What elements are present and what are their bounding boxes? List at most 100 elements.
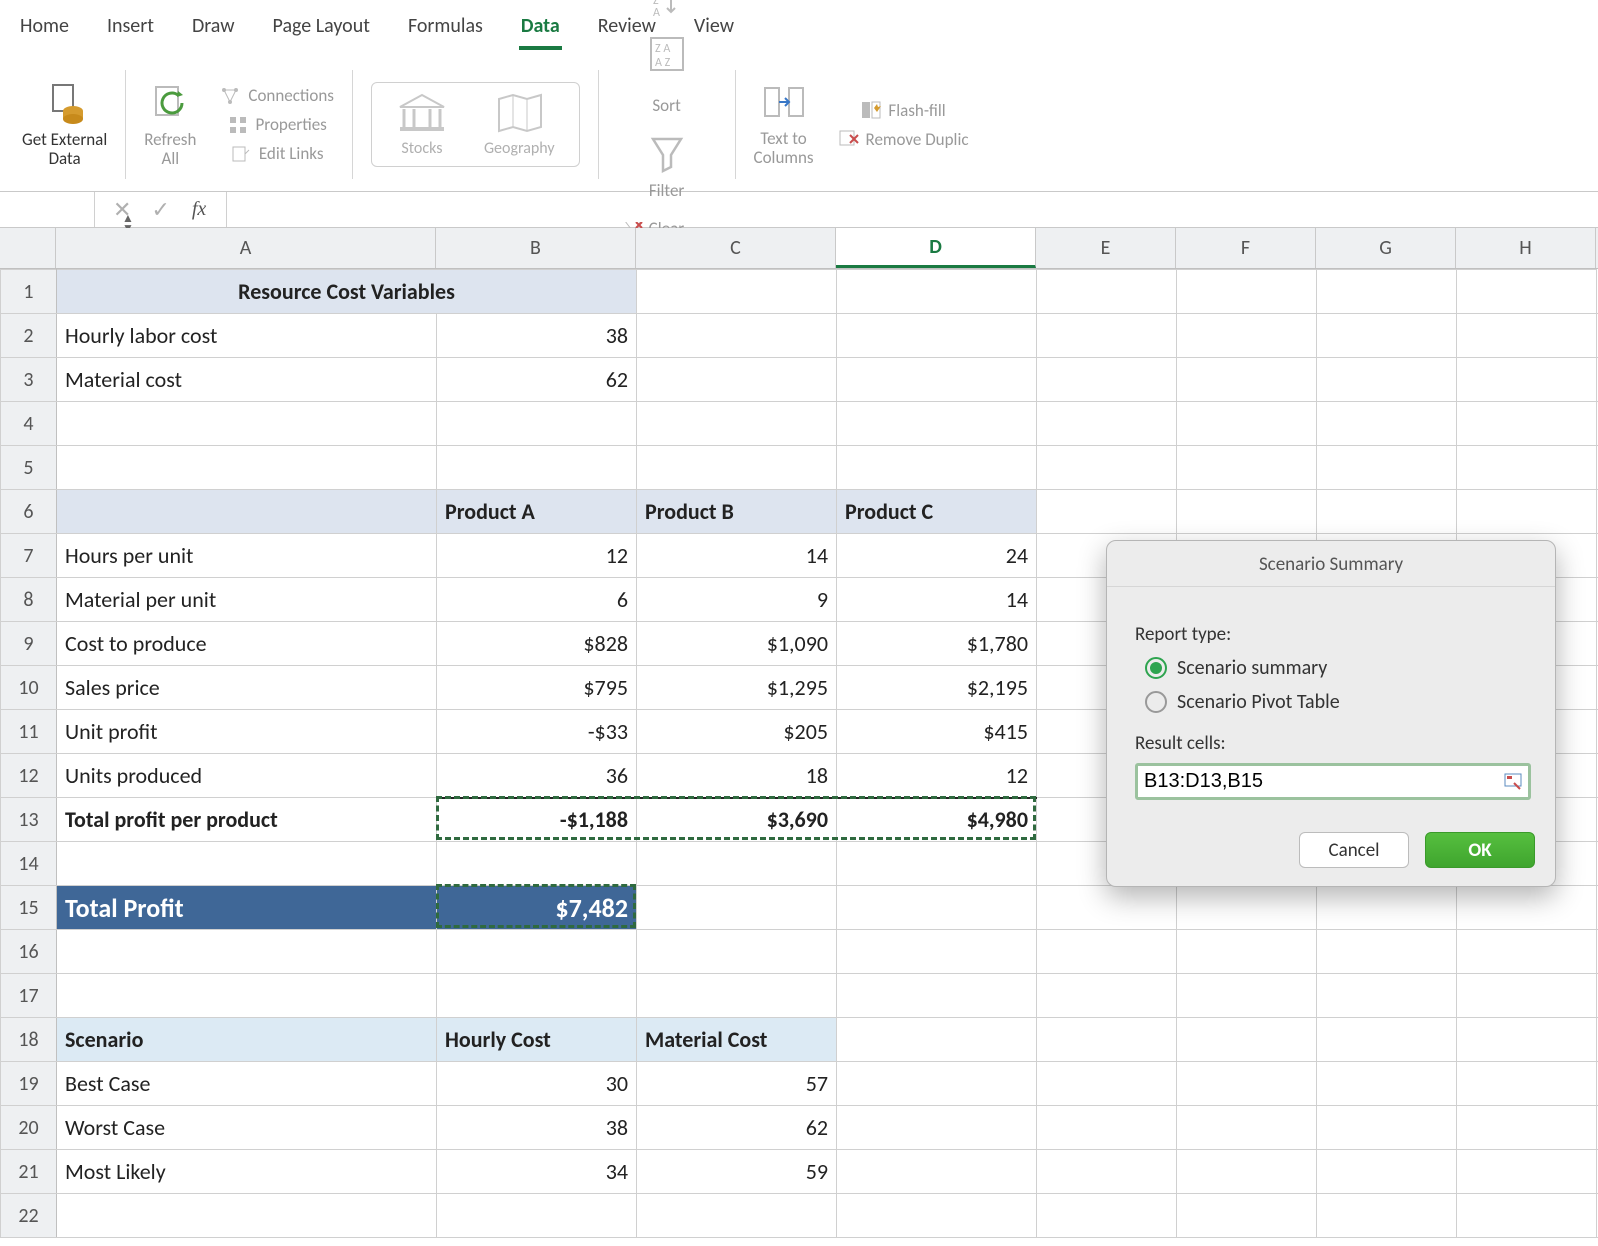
remove-duplicates-button[interactable]: Remove Duplic [838, 129, 969, 150]
cell-a3[interactable]: Material cost [57, 358, 437, 402]
edit-links-button[interactable]: Edit Links [231, 143, 324, 164]
cell-d11[interactable]: $415 [837, 710, 1037, 754]
col-header-c[interactable]: C [636, 228, 836, 268]
cell-b20[interactable]: 38 [437, 1106, 637, 1150]
cell-a6[interactable] [57, 490, 437, 534]
cell-a18[interactable]: Scenario [57, 1018, 437, 1062]
flash-fill-button[interactable]: Flash-fill [860, 100, 945, 121]
cell-d12[interactable]: 12 [837, 754, 1037, 798]
ok-button[interactable]: OK [1425, 832, 1535, 868]
col-header-e[interactable]: E [1036, 228, 1176, 268]
row-header[interactable]: 22 [1, 1194, 57, 1238]
row-header[interactable]: 20 [1, 1106, 57, 1150]
get-external-data-button[interactable]: Get External Data [10, 62, 119, 187]
cell-c8[interactable]: 9 [637, 578, 837, 622]
row-header[interactable]: 1 [1, 270, 57, 314]
col-header-a[interactable]: A [56, 228, 436, 268]
col-header-b[interactable]: B [436, 228, 636, 268]
row-header[interactable]: 11 [1, 710, 57, 754]
cell-d10[interactable]: $2,195 [837, 666, 1037, 710]
range-picker-icon[interactable] [1504, 773, 1522, 791]
cell-a11[interactable]: Unit profit [57, 710, 437, 754]
refresh-all-button[interactable]: Refresh All [132, 62, 208, 187]
fx-label[interactable]: fx [184, 198, 214, 221]
row-header[interactable]: 6 [1, 490, 57, 534]
row-header[interactable]: 8 [1, 578, 57, 622]
radio-scenario-summary[interactable]: Scenario summary [1145, 656, 1531, 680]
row-header[interactable]: 21 [1, 1150, 57, 1194]
column-headers[interactable]: A B C D E F G H [0, 228, 1598, 269]
col-header-d[interactable]: D [836, 228, 1036, 268]
tab-home[interactable]: Home [18, 10, 71, 50]
cell-c19[interactable]: 57 [637, 1062, 837, 1106]
sort-large-button[interactable]: Z AA Z [647, 34, 687, 79]
radio-icon[interactable] [1145, 657, 1167, 679]
connections-button[interactable]: Connections [220, 85, 334, 106]
row-header[interactable]: 4 [1, 402, 57, 446]
cell[interactable] [637, 270, 837, 314]
row-header[interactable]: 10 [1, 666, 57, 710]
cell-d13[interactable]: $4,980 [837, 798, 1037, 842]
cell-a10[interactable]: Sales price [57, 666, 437, 710]
formula-input[interactable] [239, 197, 1598, 222]
cell-b12[interactable]: 36 [437, 754, 637, 798]
row-header[interactable]: 13 [1, 798, 57, 842]
row-header[interactable]: 17 [1, 974, 57, 1018]
col-header-h[interactable]: H [1456, 228, 1596, 268]
cell-b9[interactable]: $828 [437, 622, 637, 666]
cell-a15[interactable]: Total Profit [57, 886, 437, 930]
cell-a2[interactable]: Hourly labor cost [57, 314, 437, 358]
sort-desc-icon[interactable]: ZA [653, 0, 681, 16]
cell-a1[interactable]: Resource Cost Variables [57, 270, 637, 314]
cell-d7[interactable]: 24 [837, 534, 1037, 578]
cell-b3[interactable]: 62 [437, 358, 637, 402]
cell-a20[interactable]: Worst Case [57, 1106, 437, 1150]
cell-b8[interactable]: 6 [437, 578, 637, 622]
radio-icon[interactable] [1145, 691, 1167, 713]
tab-view[interactable]: View [692, 10, 736, 50]
tab-formulas[interactable]: Formulas [406, 10, 485, 50]
sort-label[interactable]: Sort [652, 97, 680, 116]
cell-b2[interactable]: 38 [437, 314, 637, 358]
cell-d9[interactable]: $1,780 [837, 622, 1037, 666]
cell-b7[interactable]: 12 [437, 534, 637, 578]
cell-c7[interactable]: 14 [637, 534, 837, 578]
radio-scenario-pivot[interactable]: Scenario Pivot Table [1145, 690, 1531, 714]
cell-c12[interactable]: 18 [637, 754, 837, 798]
stocks-button[interactable]: Stocks [396, 93, 448, 158]
row-header[interactable]: 5 [1, 446, 57, 490]
cell-a12[interactable]: Units produced [57, 754, 437, 798]
cell-c6[interactable]: Product B [637, 490, 837, 534]
col-header-g[interactable]: G [1316, 228, 1456, 268]
cell-c11[interactable]: $205 [637, 710, 837, 754]
select-all-triangle[interactable] [0, 228, 56, 268]
geography-button[interactable]: Geography [484, 93, 555, 158]
cell-b18[interactable]: Hourly Cost [437, 1018, 637, 1062]
cell-b6[interactable]: Product A [437, 490, 637, 534]
tab-page-layout[interactable]: Page Layout [271, 10, 372, 50]
cell-a7[interactable]: Hours per unit [57, 534, 437, 578]
cell-c18[interactable]: Material Cost [637, 1018, 837, 1062]
cell-c13[interactable]: $3,690 [637, 798, 837, 842]
row-header[interactable]: 7 [1, 534, 57, 578]
row-header[interactable]: 3 [1, 358, 57, 402]
cell-c9[interactable]: $1,090 [637, 622, 837, 666]
text-to-columns-button[interactable]: Text to Columns [754, 82, 814, 168]
cell-a13[interactable]: Total profit per product [57, 798, 437, 842]
col-header-f[interactable]: F [1176, 228, 1316, 268]
cell-d8[interactable]: 14 [837, 578, 1037, 622]
filter-button[interactable]: Filter [647, 133, 687, 200]
cell-a21[interactable]: Most Likely [57, 1150, 437, 1194]
cell-c10[interactable]: $1,295 [637, 666, 837, 710]
tab-insert[interactable]: Insert [105, 10, 156, 50]
cell-b21[interactable]: 34 [437, 1150, 637, 1194]
tab-draw[interactable]: Draw [190, 10, 237, 50]
result-cells-input[interactable] [1144, 770, 1504, 793]
cell-b15[interactable]: $7,482 [437, 886, 637, 930]
row-header[interactable]: 2 [1, 314, 57, 358]
formula-confirm-button[interactable]: ✓ [145, 196, 175, 223]
cell-c21[interactable]: 59 [637, 1150, 837, 1194]
tab-data[interactable]: Data [519, 10, 562, 50]
row-header[interactable]: 18 [1, 1018, 57, 1062]
cell-a9[interactable]: Cost to produce [57, 622, 437, 666]
